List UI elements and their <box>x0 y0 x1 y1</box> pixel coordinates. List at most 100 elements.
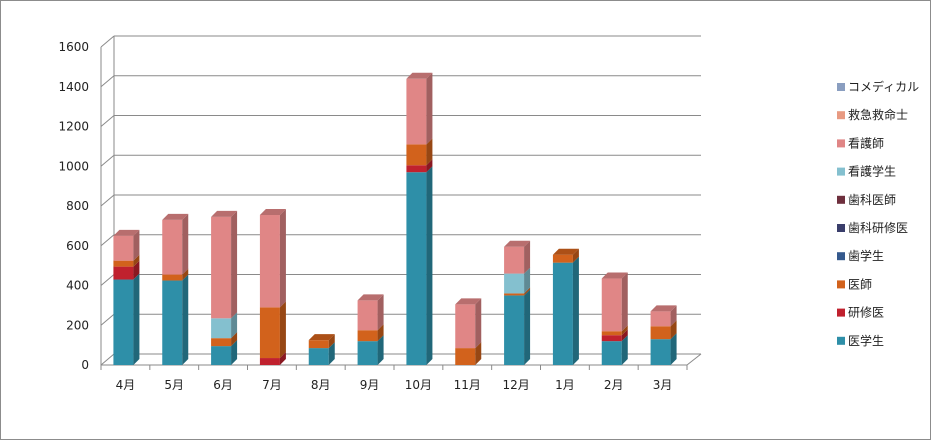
y-tick-label: 1200 <box>58 120 89 134</box>
bar-segment <box>113 260 134 267</box>
bar-segment-side <box>670 320 677 340</box>
bar-segment-side <box>475 342 482 365</box>
gridline-slant <box>100 313 115 326</box>
bar-top <box>650 305 677 312</box>
legend-label: 歯科医師 <box>848 193 896 207</box>
bar-segment <box>113 279 134 365</box>
legend-label: 看護師 <box>848 135 884 150</box>
y-tick-label: 400 <box>66 279 89 293</box>
legend-swatch <box>837 308 845 317</box>
bar-top <box>552 248 579 255</box>
legend-label: コメディカル <box>848 79 919 94</box>
y-tick-label: 1600 <box>58 40 89 54</box>
legend-swatch <box>837 252 845 261</box>
bar-top <box>308 334 335 341</box>
bar-segment <box>211 338 232 347</box>
bar-segment-side <box>621 335 628 365</box>
bar-segment-side <box>524 267 531 294</box>
bar-segment-side <box>182 274 189 365</box>
x-tick-label: 1月 <box>555 378 575 392</box>
legend-swatch <box>837 195 845 204</box>
tick-labels: 0 200 400 600 800 1000 1200 1400 1600 4月 5月 6月 7月 8月 9… <box>58 40 672 392</box>
legend-swatch <box>837 224 845 232</box>
bar-segment <box>113 266 134 280</box>
axes <box>100 36 702 370</box>
bar-segment-side <box>133 260 140 280</box>
bar-segment-side <box>279 208 286 308</box>
bar-segment <box>162 274 183 281</box>
legend-label: 歯学生 <box>848 248 884 263</box>
bar-segment-side <box>279 352 286 365</box>
bar-segment <box>406 78 427 145</box>
x-tick-label: 2月 <box>604 378 624 392</box>
bar-segment-side <box>426 138 433 166</box>
legend-label: 医師 <box>848 277 872 291</box>
bar-segment-side <box>231 312 238 339</box>
gridline-slant <box>100 154 115 167</box>
legend-swatch <box>837 280 845 289</box>
y-tick-label: 1000 <box>58 159 89 173</box>
gridline-slant <box>100 35 115 48</box>
legend-label: 看護学生 <box>848 164 896 179</box>
bar-segment <box>406 144 427 166</box>
gridline-slant <box>100 353 115 366</box>
legend-label: 歯科研修医 <box>848 220 908 235</box>
x-tick-label: 12月 <box>502 378 529 392</box>
x-tick-label: 8月 <box>311 378 331 392</box>
gridline-slant <box>100 75 115 88</box>
legend-label: 研修医 <box>848 305 884 320</box>
bar-segment-side <box>377 324 384 342</box>
bar-segment-side <box>621 272 628 332</box>
bar-segment <box>650 311 671 327</box>
bar-segment-side <box>133 229 140 261</box>
legend-swatch <box>837 336 845 345</box>
bar-segment <box>162 280 183 365</box>
bar-segment <box>357 330 378 342</box>
bar-segment-side <box>133 273 140 365</box>
bar-segment-side <box>426 166 433 365</box>
bar-segment-side <box>231 340 238 365</box>
bar-top <box>601 272 628 279</box>
bar-segment <box>601 341 622 365</box>
bar-top <box>406 72 433 79</box>
gridline-slant <box>100 234 115 247</box>
bar-segment <box>504 246 525 274</box>
gridline-slant <box>100 194 115 207</box>
bar-segment <box>308 348 329 365</box>
bar-segment <box>601 278 622 332</box>
x-tick-label: 5月 <box>164 378 184 392</box>
bar-segment <box>308 340 329 349</box>
bar-segment-side <box>328 334 335 349</box>
bars <box>113 72 677 365</box>
legend-label: 医学生 <box>848 333 884 348</box>
bar-segment-side <box>524 240 531 274</box>
bar-segment <box>455 304 476 349</box>
y-tick-label: 0 <box>81 358 89 372</box>
bar-segment <box>601 331 622 336</box>
bar-segment <box>211 346 232 365</box>
legend-swatch <box>837 83 845 91</box>
bar-segment <box>357 341 378 365</box>
bar-segment <box>650 326 671 340</box>
bar-segment-side <box>621 329 628 342</box>
bar-segment-side <box>377 294 384 331</box>
bar-segment <box>357 300 378 331</box>
bar-segment-side <box>231 210 238 319</box>
bar-segment <box>455 348 476 365</box>
bar-top <box>211 210 238 217</box>
bar-top <box>504 240 531 247</box>
x-tick-label: 3月 <box>653 378 673 392</box>
bar-segment-side <box>182 268 189 281</box>
x-tick-label: 6月 <box>213 378 233 392</box>
bar-top <box>455 298 482 305</box>
y-tick-label: 600 <box>66 239 89 253</box>
bar-segment-side <box>377 335 384 365</box>
bar-segment-side <box>670 333 677 365</box>
bar-segment-side <box>231 332 238 347</box>
y-tick-label: 200 <box>66 318 89 332</box>
bar-segment <box>504 295 525 365</box>
x-tick-label: 9月 <box>360 378 380 392</box>
bar-segment-side <box>182 213 189 275</box>
